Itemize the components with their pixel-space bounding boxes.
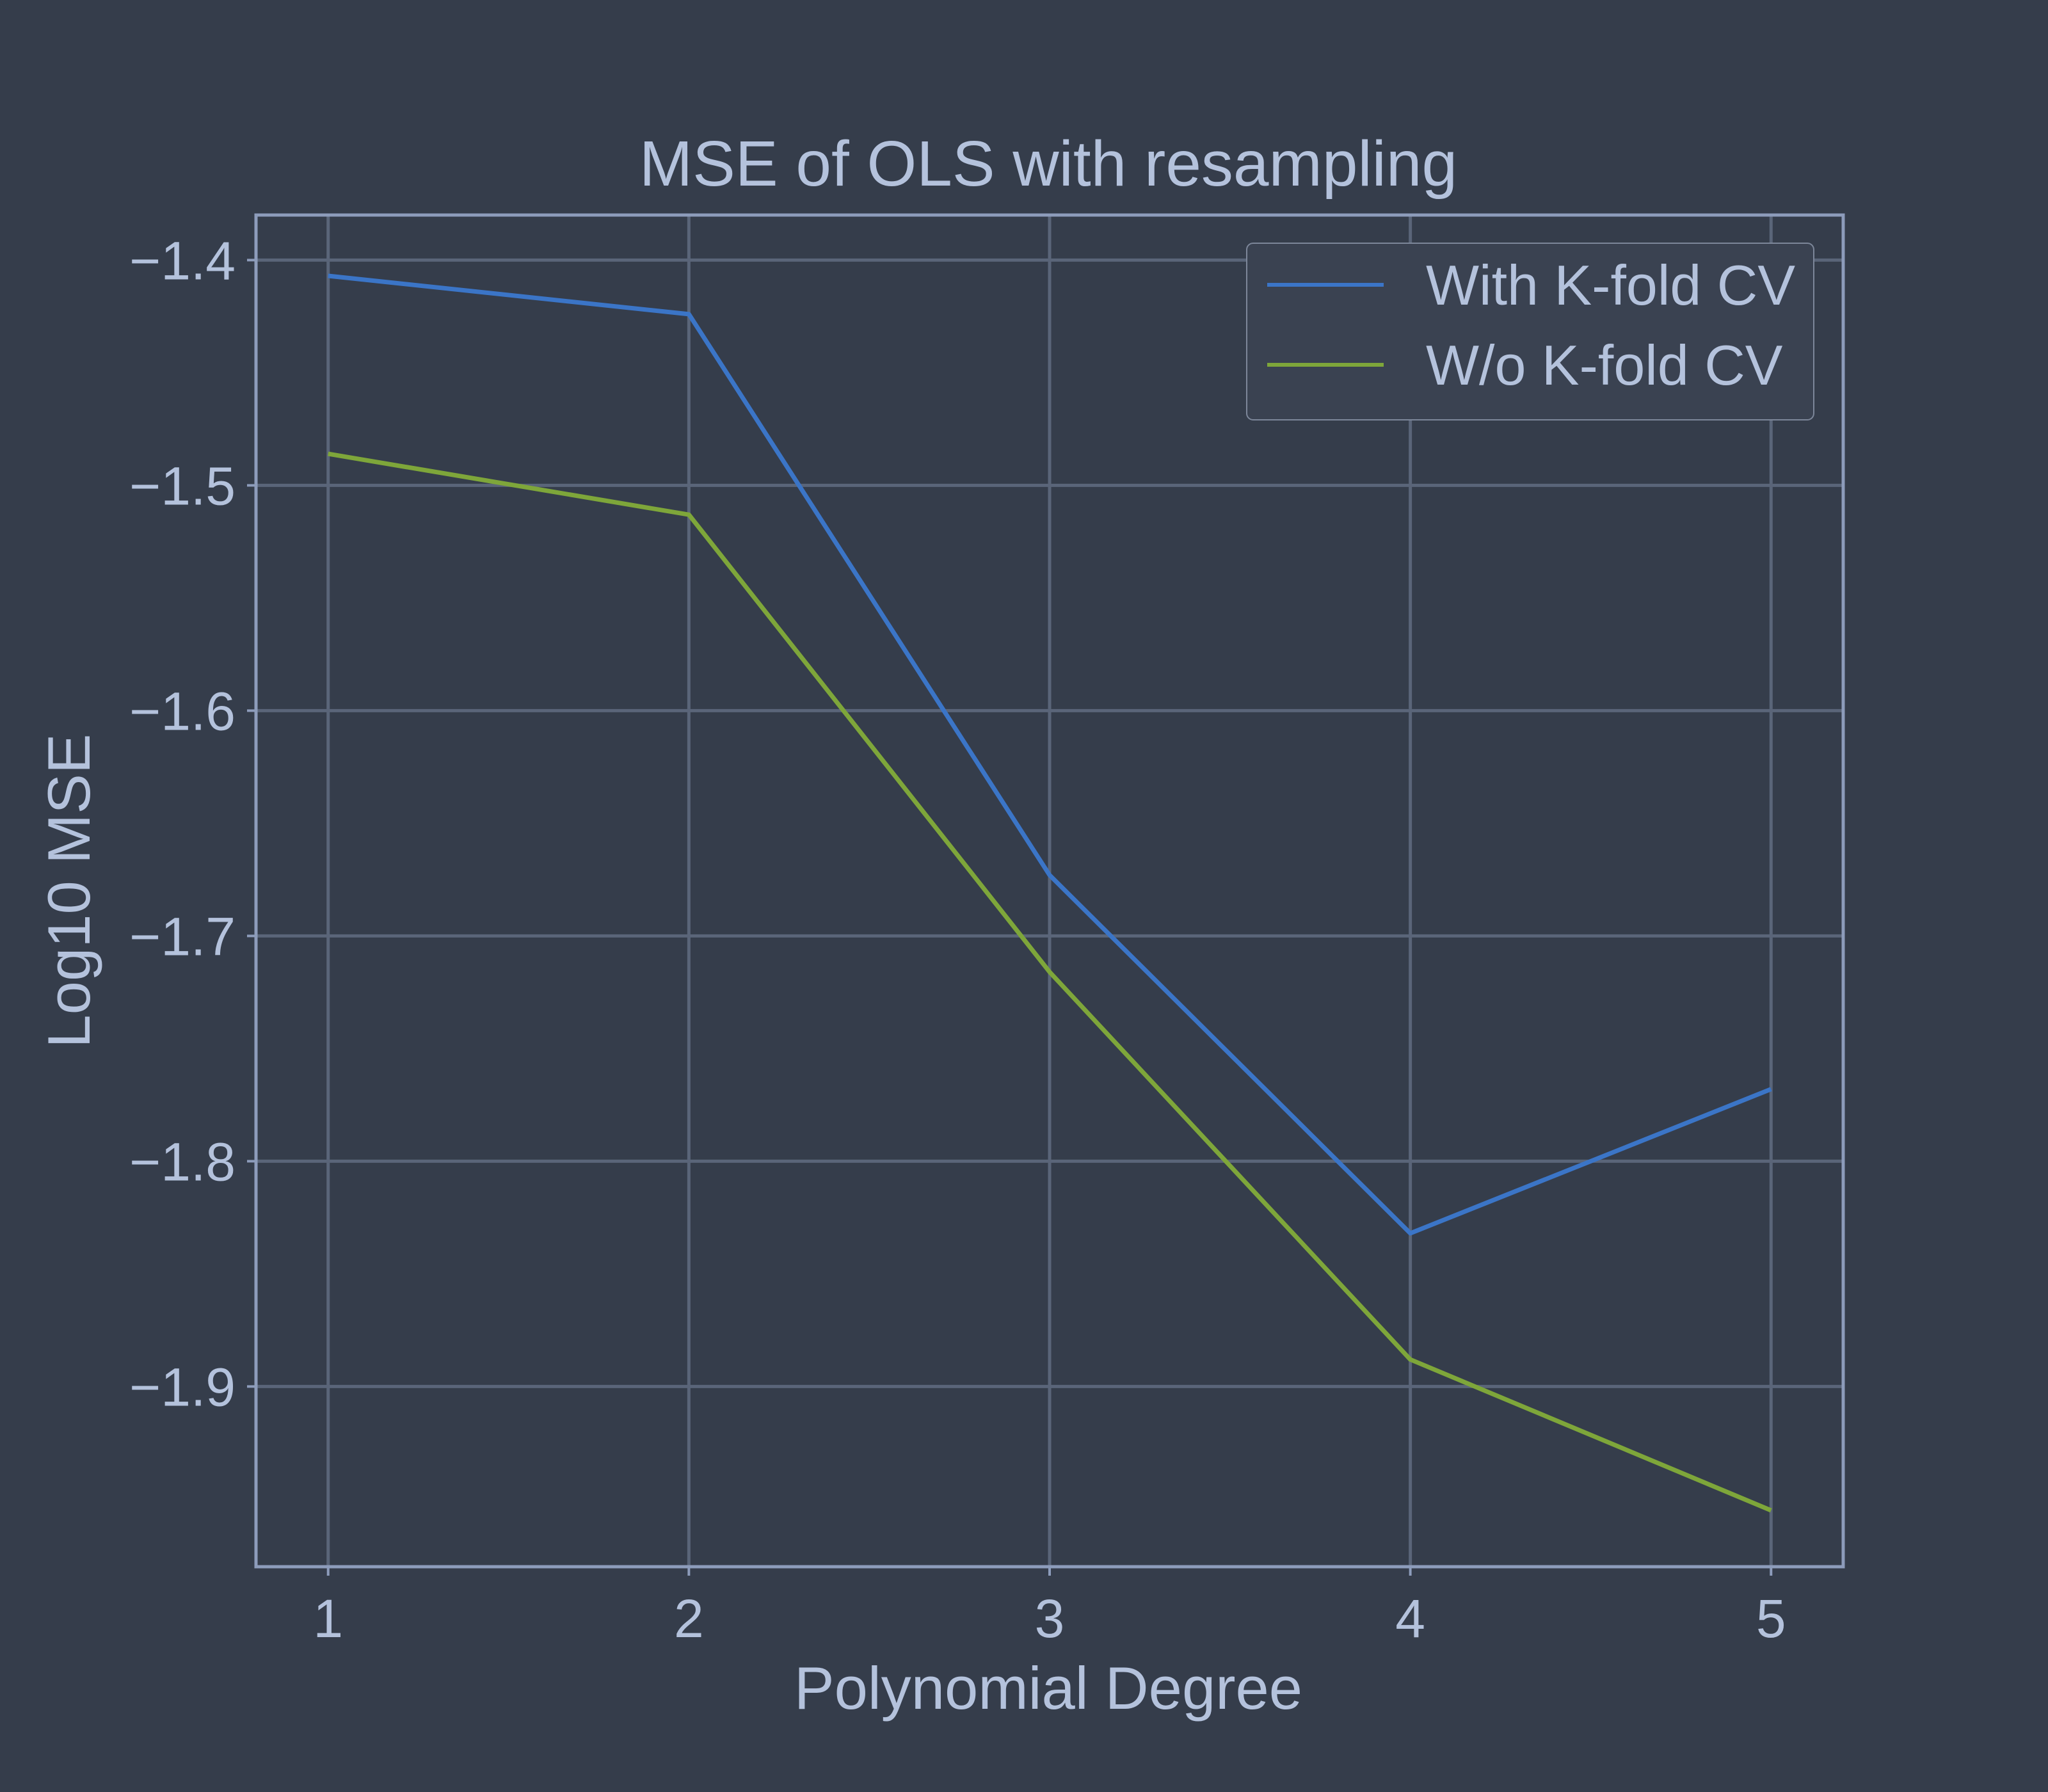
- y-tick-label-6: −1.9: [129, 1357, 236, 1417]
- x-tick-label-5: 5: [1756, 1588, 1786, 1649]
- y-tick-label-5: −1.8: [129, 1132, 236, 1192]
- series-line-2: [328, 451, 1772, 1513]
- legend: With K-fold CV W/o K-fold CV: [1246, 243, 1814, 420]
- y-axis-label: Log10 MSE: [35, 733, 102, 1048]
- x-axis-label: Polynomial Degree: [794, 1654, 1302, 1722]
- y-tick-label-2: −1.5: [129, 456, 236, 516]
- legend-box: [1246, 243, 1814, 420]
- legend-label-without-kfold: W/o K-fold CV: [1426, 333, 1783, 397]
- series-lines: [328, 273, 1772, 1513]
- x-tick-labels: 1 2 3 4 5: [313, 1588, 1786, 1649]
- y-tick-label-3: −1.6: [129, 681, 236, 741]
- legend-label-with-kfold: With K-fold CV: [1426, 253, 1795, 317]
- chart-title: MSE of OLS with resampling: [639, 128, 1457, 200]
- x-tick-label-1: 1: [313, 1588, 343, 1649]
- y-tick-labels: −1.4 −1.5 −1.6 −1.7 −1.8 −1.9: [129, 230, 236, 1417]
- x-tick-label-3: 3: [1035, 1588, 1065, 1649]
- y-tick-label-4: −1.7: [129, 906, 236, 966]
- x-tick-label-4: 4: [1395, 1588, 1425, 1649]
- axes-frame: [254, 213, 1845, 1569]
- y-tick-label-1: −1.4: [129, 230, 236, 291]
- x-tick-label-2: 2: [674, 1588, 704, 1649]
- series-line-1: [328, 273, 1772, 1236]
